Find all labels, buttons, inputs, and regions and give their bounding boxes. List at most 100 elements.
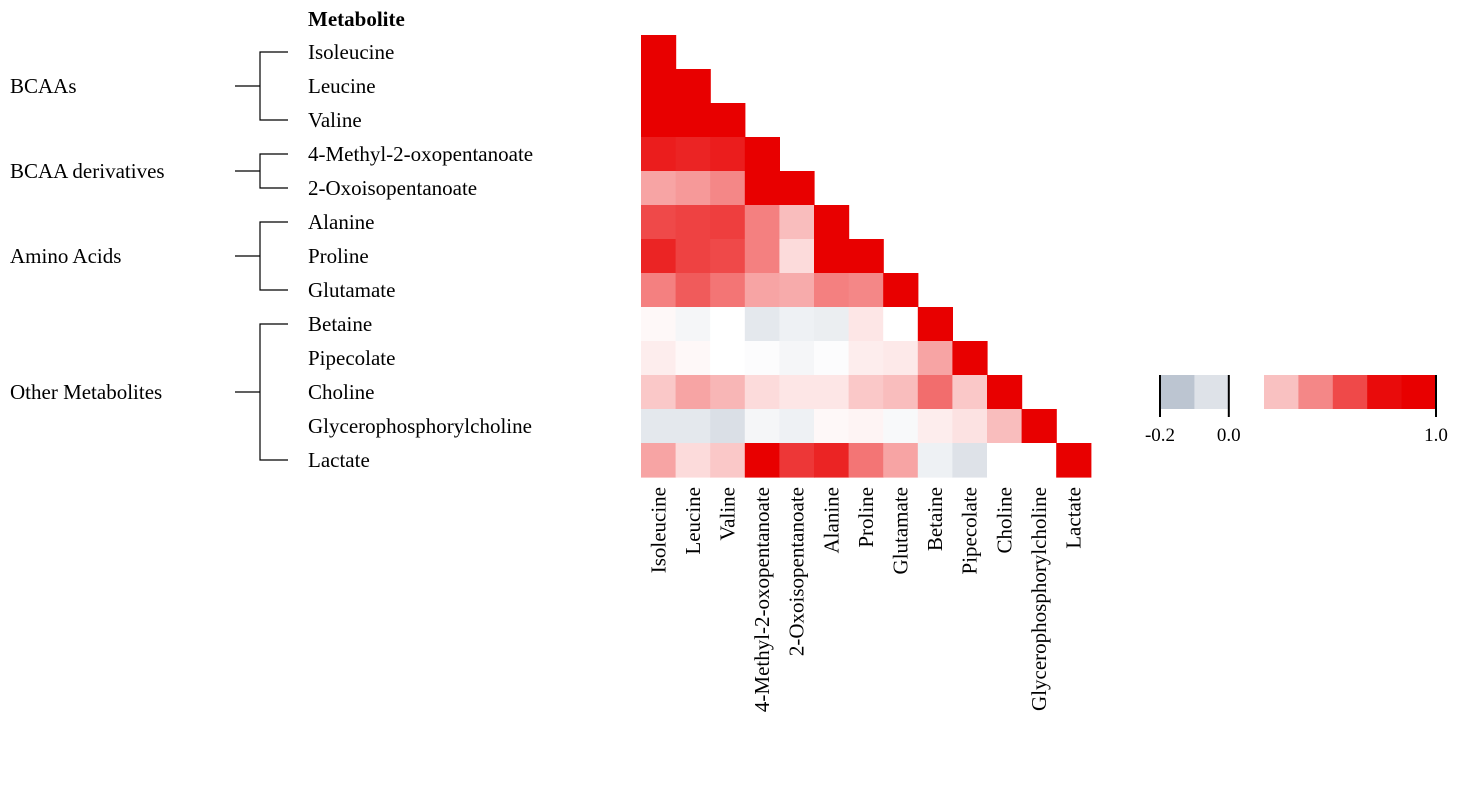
cell-betaine-betaine <box>917 307 953 342</box>
heatmap-cells <box>641 35 1092 478</box>
cell-betaine-leucine <box>675 307 711 342</box>
cell-pipecolate-leucine <box>675 341 711 376</box>
row-label-4-methyl-2-oxopentanoate: 4-Methyl-2-oxopentanoate <box>308 142 533 166</box>
row-label-isoleucine: Isoleucine <box>308 40 394 64</box>
cell-glycerophosphorylcholine-isoleucine <box>641 409 677 444</box>
row-labels: Isoleucine Leucine Valine 4-Methyl-2-oxopen… <box>308 40 533 472</box>
cell-choline-proline <box>848 375 884 410</box>
row-label-leucine: Leucine <box>308 74 376 98</box>
cell-choline-alanine <box>814 375 850 410</box>
row-label-choline: Choline <box>308 380 375 404</box>
cell-glutamate-glutamate <box>883 273 919 308</box>
cell-lactate-lactate <box>1056 443 1092 478</box>
colorbar-swatch-negative <box>1194 375 1230 409</box>
cell-lactate-valine <box>710 443 746 478</box>
cell-betaine-isoleucine <box>641 307 677 342</box>
cell-choline-betaine <box>917 375 953 410</box>
colorbar: -0.2 0.0 1.0 <box>1145 375 1448 446</box>
cell-glycerophosphorylcholine-glutamate <box>883 409 919 444</box>
col-label-glycerophosphorylcholine: Glycerophosphorylcholine <box>1027 487 1051 711</box>
cell-glutamate-proline <box>848 273 884 308</box>
bracket-other-metabolites <box>235 323 288 461</box>
cell-glycerophosphorylcholine-leucine <box>675 409 711 444</box>
cell-glycerophosphorylcholine-4-methyl-2-oxopentanoate <box>744 409 780 444</box>
cell-alanine-valine <box>710 205 746 240</box>
column-labels: Isoleucine Leucine Valine 4-Methyl-2-oxopen… <box>646 487 1085 712</box>
cell-glutamate-2-oxoisopentanoate <box>779 273 815 308</box>
cell-2-oxoisopentanoate-4-methyl-2-oxopentanoate <box>744 171 780 206</box>
cell-pipecolate-2-oxoisopentanoate <box>779 341 815 376</box>
col-label-choline: Choline <box>992 487 1016 554</box>
cell-pipecolate-betaine <box>917 341 953 376</box>
cell-2-oxoisopentanoate-2-oxoisopentanoate <box>779 171 815 206</box>
cell-4-methyl-2-oxopentanoate-4-methyl-2-oxopentanoate <box>744 137 780 172</box>
cell-lactate-glycerophosphorylcholine <box>1021 443 1057 478</box>
cell-choline-leucine <box>675 375 711 410</box>
col-label-proline: Proline <box>854 487 878 548</box>
col-label-4-methyl-2-oxopentanoate: 4-Methyl-2-oxopentanoate <box>750 487 774 712</box>
cell-valine-isoleucine <box>641 103 677 138</box>
bracket-bcaas <box>235 51 288 121</box>
cell-glutamate-4-methyl-2-oxopentanoate <box>744 273 780 308</box>
cell-proline-isoleucine <box>641 239 677 274</box>
col-label-pipecolate: Pipecolate <box>958 487 982 574</box>
cell-valine-leucine <box>675 103 711 138</box>
cell-alanine-4-methyl-2-oxopentanoate <box>744 205 780 240</box>
chart-title: Metabolite <box>308 7 405 31</box>
colorbar-swatch-positive <box>1298 375 1334 409</box>
cell-choline-valine <box>710 375 746 410</box>
row-label-pipecolate: Pipecolate <box>308 346 395 370</box>
group-label-bcaa-derivatives: BCAA derivatives <box>10 159 165 183</box>
row-label-valine: Valine <box>308 108 362 132</box>
row-label-alanine: Alanine <box>308 210 374 234</box>
group-label-amino-acids: Amino Acids <box>10 244 121 268</box>
colorbar-swatch-positive <box>1332 375 1368 409</box>
cell-pipecolate-pipecolate <box>952 341 988 376</box>
cell-pipecolate-4-methyl-2-oxopentanoate <box>744 341 780 376</box>
cell-glycerophosphorylcholine-alanine <box>814 409 850 444</box>
cell-glycerophosphorylcholine-betaine <box>917 409 953 444</box>
cell-lactate-alanine <box>814 443 850 478</box>
cell-glycerophosphorylcholine-2-oxoisopentanoate <box>779 409 815 444</box>
cell-choline-pipecolate <box>952 375 988 410</box>
row-label-glycerophosphorylcholine: Glycerophosphorylcholine <box>308 414 532 438</box>
cell-choline-2-oxoisopentanoate <box>779 375 815 410</box>
col-label-glutamate: Glutamate <box>889 487 913 574</box>
row-label-glutamate: Glutamate <box>308 278 395 302</box>
cell-proline-alanine <box>814 239 850 274</box>
cell-pipecolate-valine <box>710 341 746 376</box>
colorbar-swatch-positive <box>1367 375 1403 409</box>
cell-proline-2-oxoisopentanoate <box>779 239 815 274</box>
col-label-betaine: Betaine <box>923 487 947 551</box>
cell-glycerophosphorylcholine-proline <box>848 409 884 444</box>
cell-betaine-alanine <box>814 307 850 342</box>
cell-4-methyl-2-oxopentanoate-isoleucine <box>641 137 677 172</box>
cell-betaine-2-oxoisopentanoate <box>779 307 815 342</box>
cell-glycerophosphorylcholine-choline <box>987 409 1023 444</box>
cell-proline-valine <box>710 239 746 274</box>
group-label-other-metabolites: Other Metabolites <box>10 380 162 404</box>
cell-glycerophosphorylcholine-pipecolate <box>952 409 988 444</box>
colorbar-swatch-positive <box>1264 375 1299 409</box>
row-label-lactate: Lactate <box>308 448 370 472</box>
colorbar-tick-label: -0.2 <box>1145 425 1175 446</box>
cell-pipecolate-isoleucine <box>641 341 677 376</box>
cell-glutamate-valine <box>710 273 746 308</box>
cell-alanine-2-oxoisopentanoate <box>779 205 815 240</box>
row-label-betaine: Betaine <box>308 312 372 336</box>
cell-glutamate-leucine <box>675 273 711 308</box>
cell-leucine-isoleucine <box>641 69 677 104</box>
cell-choline-4-methyl-2-oxopentanoate <box>744 375 780 410</box>
cell-lactate-leucine <box>675 443 711 478</box>
cell-glutamate-alanine <box>814 273 850 308</box>
row-label-2-oxoisopentanoate: 2-Oxoisopentanoate <box>308 176 477 200</box>
colorbar-swatch-negative <box>1160 375 1195 409</box>
cell-2-oxoisopentanoate-leucine <box>675 171 711 206</box>
cell-proline-leucine <box>675 239 711 274</box>
cell-alanine-alanine <box>814 205 850 240</box>
cell-betaine-glutamate <box>883 307 919 342</box>
cell-lactate-glutamate <box>883 443 919 478</box>
cell-choline-glutamate <box>883 375 919 410</box>
